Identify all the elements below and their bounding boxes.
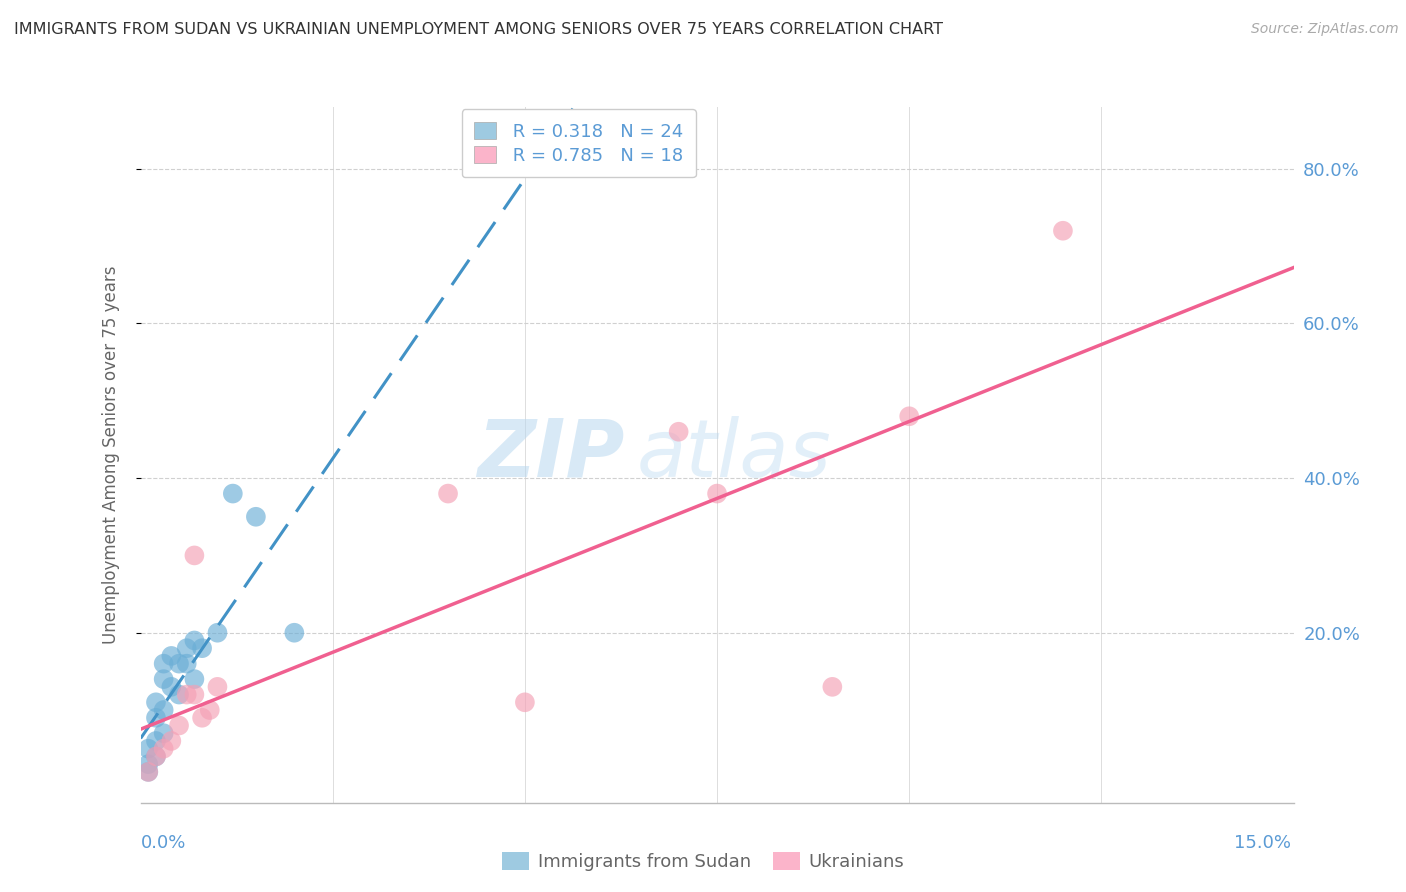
Point bbox=[145, 734, 167, 748]
Point bbox=[160, 734, 183, 748]
Point bbox=[136, 764, 159, 779]
Point bbox=[668, 425, 690, 439]
Point bbox=[821, 680, 844, 694]
Point bbox=[152, 726, 174, 740]
Text: Source: ZipAtlas.com: Source: ZipAtlas.com bbox=[1251, 22, 1399, 37]
Legend: Immigrants from Sudan, Ukrainians: Immigrants from Sudan, Ukrainians bbox=[495, 846, 911, 879]
Point bbox=[145, 695, 167, 709]
Point bbox=[167, 718, 190, 732]
Point bbox=[152, 741, 174, 756]
Point bbox=[898, 409, 921, 424]
Point bbox=[167, 657, 190, 671]
Text: atlas: atlas bbox=[637, 416, 831, 494]
Text: IMMIGRANTS FROM SUDAN VS UKRAINIAN UNEMPLOYMENT AMONG SENIORS OVER 75 YEARS CORR: IMMIGRANTS FROM SUDAN VS UKRAINIAN UNEMP… bbox=[14, 22, 943, 37]
Point bbox=[136, 764, 159, 779]
Point bbox=[145, 711, 167, 725]
Point bbox=[513, 695, 536, 709]
Point bbox=[160, 648, 183, 663]
Text: 15.0%: 15.0% bbox=[1233, 834, 1291, 852]
Point bbox=[183, 633, 205, 648]
Point bbox=[245, 509, 267, 524]
Point bbox=[136, 741, 159, 756]
Point bbox=[191, 711, 214, 725]
Point bbox=[283, 625, 305, 640]
Point bbox=[222, 486, 245, 500]
Point bbox=[198, 703, 221, 717]
Text: ZIP: ZIP bbox=[478, 416, 624, 494]
Point bbox=[207, 680, 229, 694]
Point bbox=[176, 641, 198, 656]
Point bbox=[1052, 224, 1074, 238]
Legend:  R = 0.318   N = 24,  R = 0.785   N = 18: R = 0.318 N = 24, R = 0.785 N = 18 bbox=[461, 109, 696, 178]
Point bbox=[152, 703, 174, 717]
Text: 0.0%: 0.0% bbox=[141, 834, 186, 852]
Point bbox=[152, 672, 174, 686]
Point bbox=[160, 680, 183, 694]
Point bbox=[183, 549, 205, 563]
Point bbox=[183, 672, 205, 686]
Point bbox=[191, 641, 214, 656]
Y-axis label: Unemployment Among Seniors over 75 years: Unemployment Among Seniors over 75 years bbox=[101, 266, 120, 644]
Point bbox=[136, 757, 159, 772]
Point bbox=[437, 486, 460, 500]
Point bbox=[176, 657, 198, 671]
Point bbox=[183, 688, 205, 702]
Point bbox=[706, 486, 728, 500]
Point bbox=[145, 749, 167, 764]
Point bbox=[167, 688, 190, 702]
Point bbox=[145, 749, 167, 764]
Point bbox=[176, 688, 198, 702]
Point bbox=[207, 625, 229, 640]
Point bbox=[152, 657, 174, 671]
